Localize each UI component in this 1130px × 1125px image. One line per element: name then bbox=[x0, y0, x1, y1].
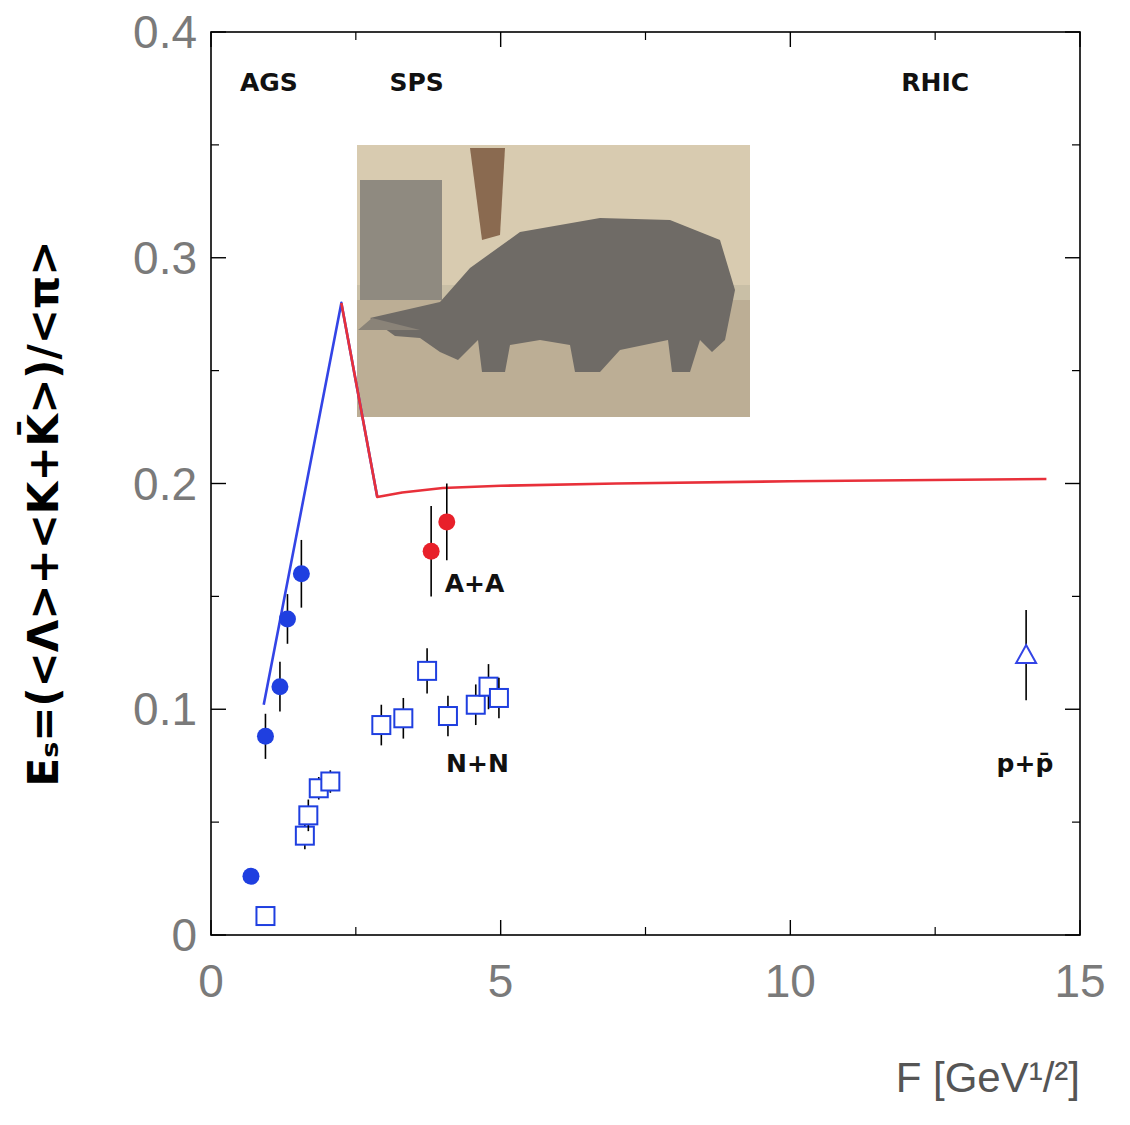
x-tick bbox=[1079, 920, 1080, 935]
data-point bbox=[257, 728, 274, 745]
x-minor-tick bbox=[355, 927, 356, 935]
annotation: N+N bbox=[446, 749, 509, 778]
annotation: RHIC bbox=[901, 68, 969, 97]
data-point bbox=[296, 827, 314, 845]
y-tick bbox=[1065, 483, 1080, 484]
data-point bbox=[321, 772, 339, 790]
x-tick bbox=[1079, 32, 1080, 47]
y-tick-label: 0.4 bbox=[133, 6, 197, 58]
data-point bbox=[423, 543, 440, 560]
x-tick bbox=[790, 920, 791, 935]
data-point bbox=[279, 610, 296, 627]
data-point bbox=[372, 716, 390, 734]
x-minor-tick bbox=[645, 927, 646, 935]
x-tick-label: 15 bbox=[1054, 955, 1105, 1007]
plot-frame bbox=[211, 32, 1080, 935]
y-minor-tick bbox=[1072, 822, 1080, 823]
x-tick-label: 0 bbox=[198, 955, 224, 1007]
y-tick bbox=[211, 257, 226, 258]
photo bbox=[357, 145, 750, 417]
x-minor-tick bbox=[645, 32, 646, 40]
y-tick-label: 0 bbox=[171, 909, 197, 961]
y-minor-tick bbox=[211, 370, 219, 371]
y-tick-label: 0.3 bbox=[133, 232, 197, 284]
data-point bbox=[467, 696, 485, 714]
y-axis-title: Eₛ=(<Λ>+<K+K̄>)/<π> bbox=[17, 241, 68, 787]
y-minor-tick bbox=[211, 822, 219, 823]
annotation: p+p̄ bbox=[997, 749, 1054, 778]
annotation: A+A bbox=[445, 569, 505, 598]
y-tick bbox=[211, 709, 226, 710]
x-tick-label: 5 bbox=[488, 955, 514, 1007]
x-minor-tick bbox=[935, 32, 936, 40]
annotation: SPS bbox=[389, 68, 443, 97]
y-minor-tick bbox=[1072, 596, 1080, 597]
y-tick bbox=[1065, 709, 1080, 710]
chart: 0 5 10 15 0 0.1 0.2 0.3 0.4 F [GeV¹/²] Eₛ=(<Λ>+<K+… bbox=[0, 0, 1130, 1125]
y-minor-tick bbox=[211, 596, 219, 597]
y-tick-label: 0.2 bbox=[133, 458, 197, 510]
data-point bbox=[439, 707, 457, 725]
x-tick bbox=[210, 920, 211, 935]
y-minor-tick bbox=[211, 144, 219, 145]
model-line bbox=[264, 303, 378, 705]
y-tick-label: 0.1 bbox=[133, 683, 197, 735]
x-tick bbox=[500, 920, 501, 935]
data-point bbox=[394, 709, 412, 727]
plot-marks bbox=[242, 303, 1046, 925]
x-tick bbox=[790, 32, 791, 47]
data-point bbox=[293, 565, 310, 582]
x-minor-tick bbox=[355, 32, 356, 40]
y-tick bbox=[211, 31, 226, 32]
y-minor-tick bbox=[1072, 370, 1080, 371]
y-tick bbox=[1065, 31, 1080, 32]
x-tick bbox=[500, 32, 501, 47]
data-point bbox=[418, 662, 436, 680]
data-point bbox=[242, 868, 259, 885]
x-axis-title: F [GeV¹/²] bbox=[896, 1054, 1080, 1101]
data-point bbox=[271, 678, 288, 695]
x-tick-label: 10 bbox=[765, 955, 816, 1007]
data-point bbox=[1016, 645, 1036, 663]
model-line bbox=[341, 303, 1046, 497]
data-point bbox=[490, 689, 508, 707]
annotation: AGS bbox=[240, 68, 298, 97]
x-tick bbox=[210, 32, 211, 47]
x-minor-tick bbox=[935, 927, 936, 935]
y-minor-tick bbox=[1072, 144, 1080, 145]
data-point bbox=[299, 806, 317, 824]
data-point bbox=[438, 513, 455, 530]
y-tick bbox=[211, 483, 226, 484]
y-tick bbox=[1065, 257, 1080, 258]
y-tick bbox=[1065, 934, 1080, 935]
axes: 0 5 10 15 0 0.1 0.2 0.3 0.4 bbox=[133, 6, 1106, 1007]
y-tick bbox=[211, 934, 226, 935]
data-point bbox=[256, 907, 274, 925]
